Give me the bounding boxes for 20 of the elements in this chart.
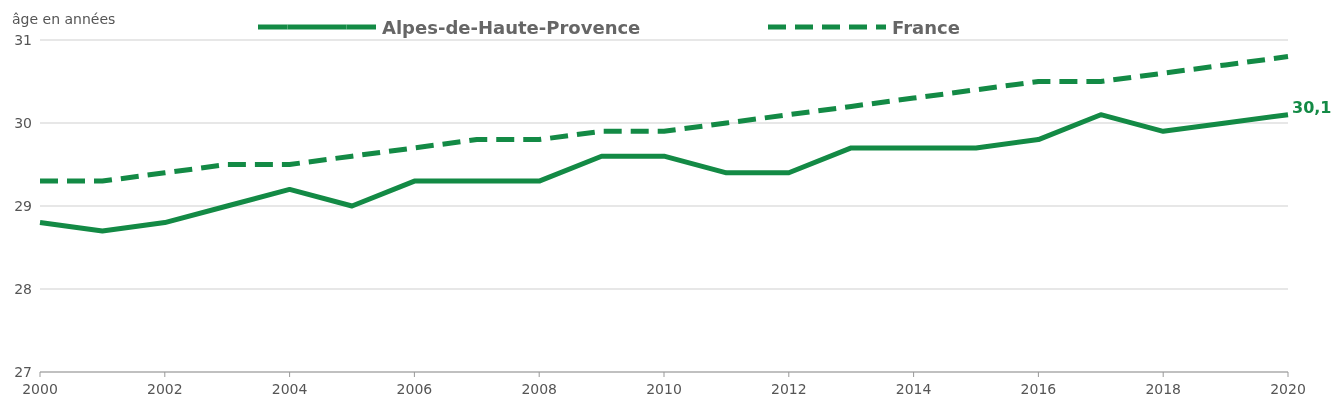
x-tick-label: 2006	[396, 381, 433, 397]
x-tick-label: 2004	[271, 381, 308, 397]
y-tick-label: 29	[14, 198, 32, 214]
y-tick-label: 28	[14, 281, 32, 297]
x-tick-label: 2010	[646, 381, 682, 397]
x-tick-label: 2016	[1020, 381, 1057, 397]
x-tick-label: 2008	[521, 381, 558, 397]
y-tick-label: 27	[14, 364, 32, 380]
y-axis-title: âge en années	[12, 11, 116, 27]
x-tick-label: 2000	[22, 381, 58, 397]
y-tick-label: 31	[14, 32, 32, 48]
text: France	[892, 17, 960, 38]
y-tick-label: 30	[14, 115, 32, 131]
x-tick-label: 2012	[770, 381, 807, 397]
x-tick-label: 2014	[895, 381, 932, 397]
x-tick-label: 2018	[1145, 381, 1182, 397]
x-tick-label: 2020	[1270, 381, 1306, 397]
annotation: 30,1	[1292, 97, 1332, 117]
legend-label: Alpes-de-Haute-Provence	[382, 17, 641, 38]
x-tick-label: 2002	[146, 381, 183, 397]
